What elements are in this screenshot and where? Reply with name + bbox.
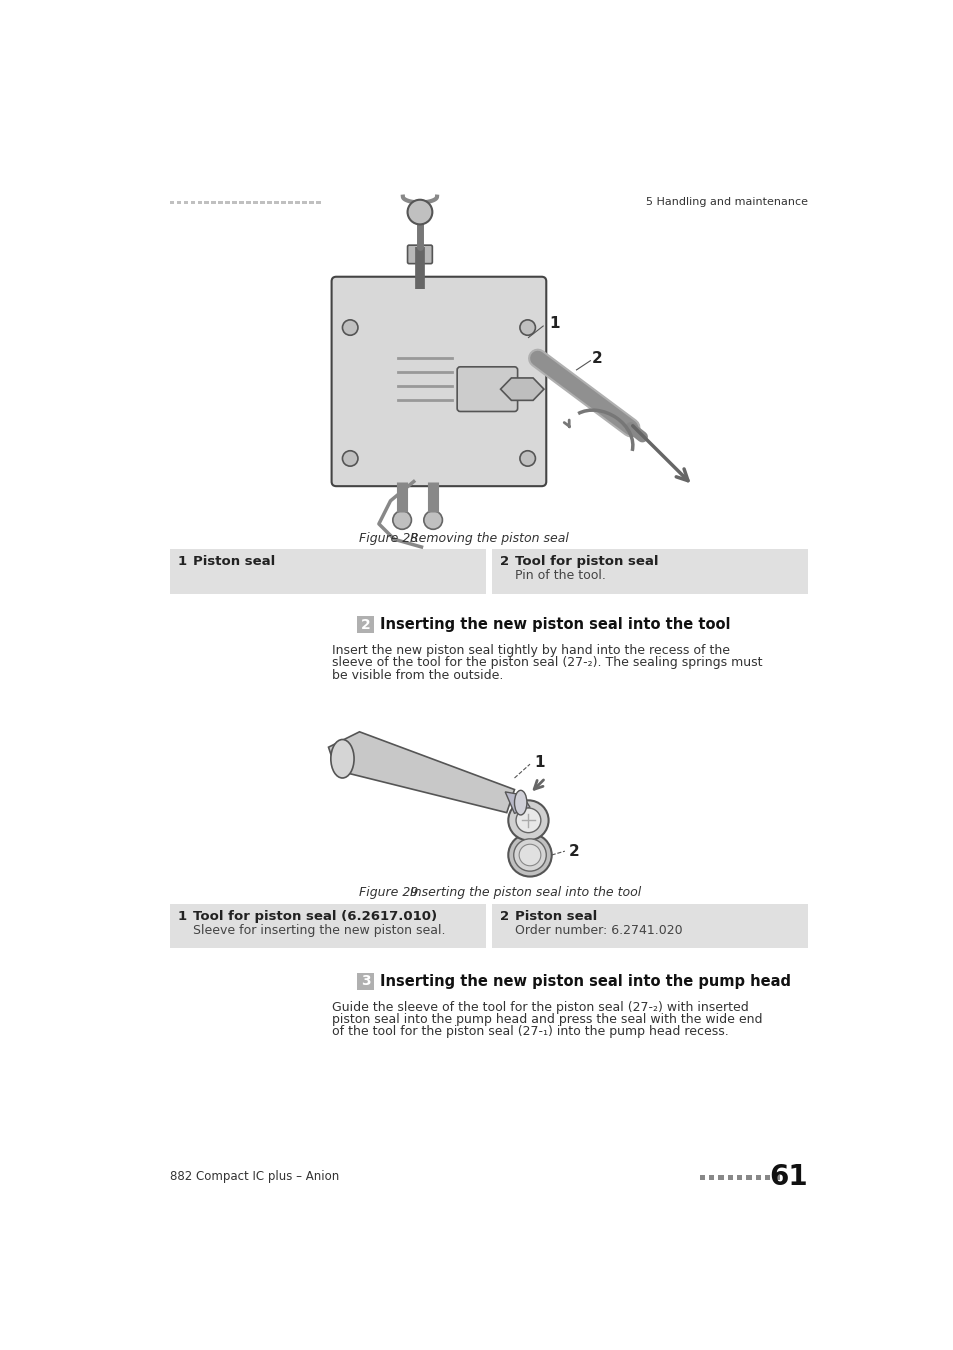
Text: 2: 2 — [592, 351, 602, 366]
Text: 882 Compact IC plus – Anion: 882 Compact IC plus – Anion — [170, 1170, 338, 1184]
Bar — [708, 1174, 714, 1180]
Text: 2: 2 — [360, 618, 370, 632]
Text: 2: 2 — [499, 555, 508, 568]
Bar — [288, 201, 293, 204]
Bar — [246, 201, 251, 204]
Text: Insert the new piston seal tightly by hand into the recess of the: Insert the new piston seal tightly by ha… — [332, 644, 730, 657]
Bar — [281, 201, 286, 204]
Bar — [253, 201, 257, 204]
Bar — [315, 201, 320, 204]
Bar — [727, 1174, 732, 1180]
Polygon shape — [328, 732, 514, 813]
Text: Inserting the new piston seal into the tool: Inserting the new piston seal into the t… — [380, 617, 730, 632]
Bar — [736, 1174, 741, 1180]
Bar — [718, 1174, 723, 1180]
Bar — [170, 903, 485, 948]
Circle shape — [393, 510, 411, 529]
Text: 2: 2 — [568, 844, 578, 859]
Bar — [170, 549, 485, 594]
Text: Guide the sleeve of the tool for the piston seal (27-₂) with inserted: Guide the sleeve of the tool for the pis… — [332, 1000, 748, 1014]
Bar — [212, 201, 216, 204]
FancyBboxPatch shape — [456, 367, 517, 412]
Bar — [233, 201, 236, 204]
Text: 2: 2 — [499, 910, 508, 922]
Bar — [492, 549, 807, 594]
Text: Removing the piston seal: Removing the piston seal — [410, 532, 568, 544]
Bar — [492, 903, 807, 948]
Text: 61: 61 — [769, 1162, 807, 1191]
Bar — [225, 201, 230, 204]
Text: Piston seal: Piston seal — [515, 910, 597, 922]
Text: 5 Handling and maintenance: 5 Handling and maintenance — [645, 197, 807, 207]
Bar — [699, 1174, 704, 1180]
Bar — [197, 201, 202, 204]
Text: sleeve of the tool for the piston seal (27-₂). The sealing springs must: sleeve of the tool for the piston seal (… — [332, 656, 762, 670]
Polygon shape — [505, 792, 530, 814]
Text: Piston seal: Piston seal — [193, 555, 274, 568]
Text: 1: 1 — [534, 755, 544, 770]
Circle shape — [342, 320, 357, 335]
Text: of the tool for the piston seal (27-₁) into the pump head recess.: of the tool for the piston seal (27-₁) i… — [332, 1025, 728, 1038]
Text: 3: 3 — [360, 975, 370, 988]
Ellipse shape — [331, 740, 354, 778]
Bar — [267, 201, 272, 204]
Bar — [309, 201, 314, 204]
Circle shape — [519, 320, 535, 335]
Bar — [204, 201, 209, 204]
Bar — [294, 201, 299, 204]
Text: piston seal into the pump head and press the seal with the wide end: piston seal into the pump head and press… — [332, 1012, 762, 1026]
Bar — [274, 201, 278, 204]
Bar — [218, 201, 223, 204]
Bar — [755, 1174, 760, 1180]
Text: Inserting the piston seal into the tool: Inserting the piston seal into the tool — [410, 886, 640, 899]
Text: Figure 29: Figure 29 — [359, 886, 418, 899]
Bar — [745, 1174, 751, 1180]
Ellipse shape — [513, 838, 546, 871]
Bar — [239, 201, 244, 204]
Bar — [183, 201, 188, 204]
Text: Order number: 6.2741.020: Order number: 6.2741.020 — [515, 923, 682, 937]
Bar — [356, 973, 374, 990]
Text: Figure 28: Figure 28 — [359, 532, 418, 544]
Circle shape — [423, 510, 442, 529]
Text: Sleeve for inserting the new piston seal.: Sleeve for inserting the new piston seal… — [193, 923, 445, 937]
Bar — [176, 201, 181, 204]
Polygon shape — [500, 378, 543, 401]
Text: Pin of the tool.: Pin of the tool. — [515, 570, 605, 582]
FancyBboxPatch shape — [332, 277, 546, 486]
Text: 1: 1 — [177, 910, 186, 922]
Ellipse shape — [516, 809, 540, 833]
Text: be visible from the outside.: be visible from the outside. — [332, 668, 503, 682]
Text: 1: 1 — [549, 316, 559, 331]
Bar — [191, 201, 195, 204]
Text: Inserting the new piston seal into the pump head: Inserting the new piston seal into the p… — [380, 973, 791, 988]
Text: Tool for piston seal (6.2617.010): Tool for piston seal (6.2617.010) — [193, 910, 436, 922]
Bar — [260, 201, 265, 204]
Ellipse shape — [508, 801, 548, 840]
Ellipse shape — [518, 844, 540, 865]
Bar — [356, 617, 374, 633]
Ellipse shape — [508, 833, 551, 876]
Bar — [302, 201, 307, 204]
Bar — [773, 1174, 779, 1180]
Circle shape — [407, 200, 432, 224]
Text: 1: 1 — [177, 555, 186, 568]
Bar — [764, 1174, 769, 1180]
Ellipse shape — [514, 790, 526, 815]
FancyBboxPatch shape — [407, 246, 432, 263]
Text: Tool for piston seal: Tool for piston seal — [515, 555, 659, 568]
Circle shape — [519, 451, 535, 466]
Circle shape — [342, 451, 357, 466]
Bar — [170, 201, 174, 204]
